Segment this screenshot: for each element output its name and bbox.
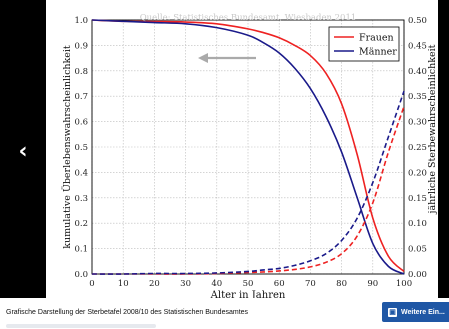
y-right-tick-label: 0.15	[408, 194, 427, 204]
y-right-tick-label: 0.05	[408, 245, 427, 255]
chart-image: 0 10 20 30 40 50 60 70 80 90 100 0.0 0.1 0.2 0.3 0.4 0.5…	[46, 0, 438, 298]
viewer-left-panel: ‹	[0, 0, 46, 298]
y-left-tick-label: 0.1	[74, 245, 88, 255]
x-tick-label: 70	[305, 279, 316, 289]
more-images-button[interactable]: ▣ Weitere Ein...	[382, 302, 449, 322]
y-right-tick-label: 0.45	[408, 41, 427, 51]
caption-placeholder-line	[6, 324, 156, 328]
plot-frame	[91, 19, 405, 275]
y-right-tick-label: 0.50	[408, 16, 427, 26]
y-left-tick-label: 0.3	[74, 194, 88, 204]
image-caption: Grafische Darstellung der Sterbetafel 20…	[6, 309, 249, 316]
y-left-tick-label: 0.6	[74, 118, 88, 128]
previous-image-button[interactable]: ‹	[18, 139, 28, 164]
series-line-3	[91, 90, 405, 275]
y-right-axis-label: jährliche Sterbewahrscheinlichkeit	[427, 44, 438, 214]
y-left-axis-label: kumulative Überlebenswahrscheinlichkeit	[61, 45, 73, 249]
y-left-tick-label: 0.4	[74, 168, 88, 178]
viewer-right-edge	[438, 0, 449, 298]
series-line-0	[91, 19, 405, 273]
legend-label: Frauen	[359, 33, 394, 44]
x-tick-label: 30	[180, 279, 191, 289]
x-tick-label: 20	[149, 279, 160, 289]
chart-title: Quelle: Statistisches Bundesamt, Wiesbad…	[140, 13, 357, 23]
x-tick-label: 10	[118, 279, 129, 289]
y-left-tick-label: 0.0	[74, 270, 88, 280]
x-axis-label: Alter in Jahren	[210, 290, 286, 298]
y-left-tick-label: 0.7	[74, 92, 88, 102]
y-right-tick-label: 0.00	[408, 270, 427, 280]
y-left-tick-label: 0.5	[74, 143, 88, 153]
y-left-tick-label: 1.0	[74, 16, 88, 26]
legend-label: Männer	[359, 47, 397, 58]
survival-chart: 0 10 20 30 40 50 60 70 80 90 100 0.0 0.1 0.2 0.3 0.4 0.5…	[61, 13, 438, 298]
x-tick-label: 60	[274, 279, 285, 289]
x-tick-label: 100	[396, 279, 412, 289]
y-right-tick-label: 0.35	[408, 92, 427, 102]
y-right-tick-label: 0.25	[408, 143, 427, 153]
y-right-tick-label: 0.20	[408, 168, 427, 178]
y-right-tick-label: 0.10	[408, 219, 427, 229]
y-left-tick-label: 0.8	[74, 67, 88, 77]
x-tick-label: 90	[367, 279, 378, 289]
x-tick-label: 0	[89, 279, 94, 289]
y-right-tick-label: 0.40	[408, 67, 427, 77]
legend-box	[328, 26, 400, 62]
y-right-tick-label: 0.30	[408, 118, 427, 128]
left-axis-arrow-head	[198, 53, 208, 63]
x-tick-label: 40	[211, 279, 222, 289]
series-line-2	[91, 106, 405, 275]
y-left-tick-label: 0.2	[74, 219, 88, 229]
y-left-tick-label: 0.9	[74, 41, 88, 51]
x-tick-label: 50	[243, 279, 254, 289]
images-icon: ▣	[388, 307, 397, 317]
more-images-label: Weitere Ein...	[401, 308, 445, 316]
x-tick-label: 80	[336, 279, 347, 289]
